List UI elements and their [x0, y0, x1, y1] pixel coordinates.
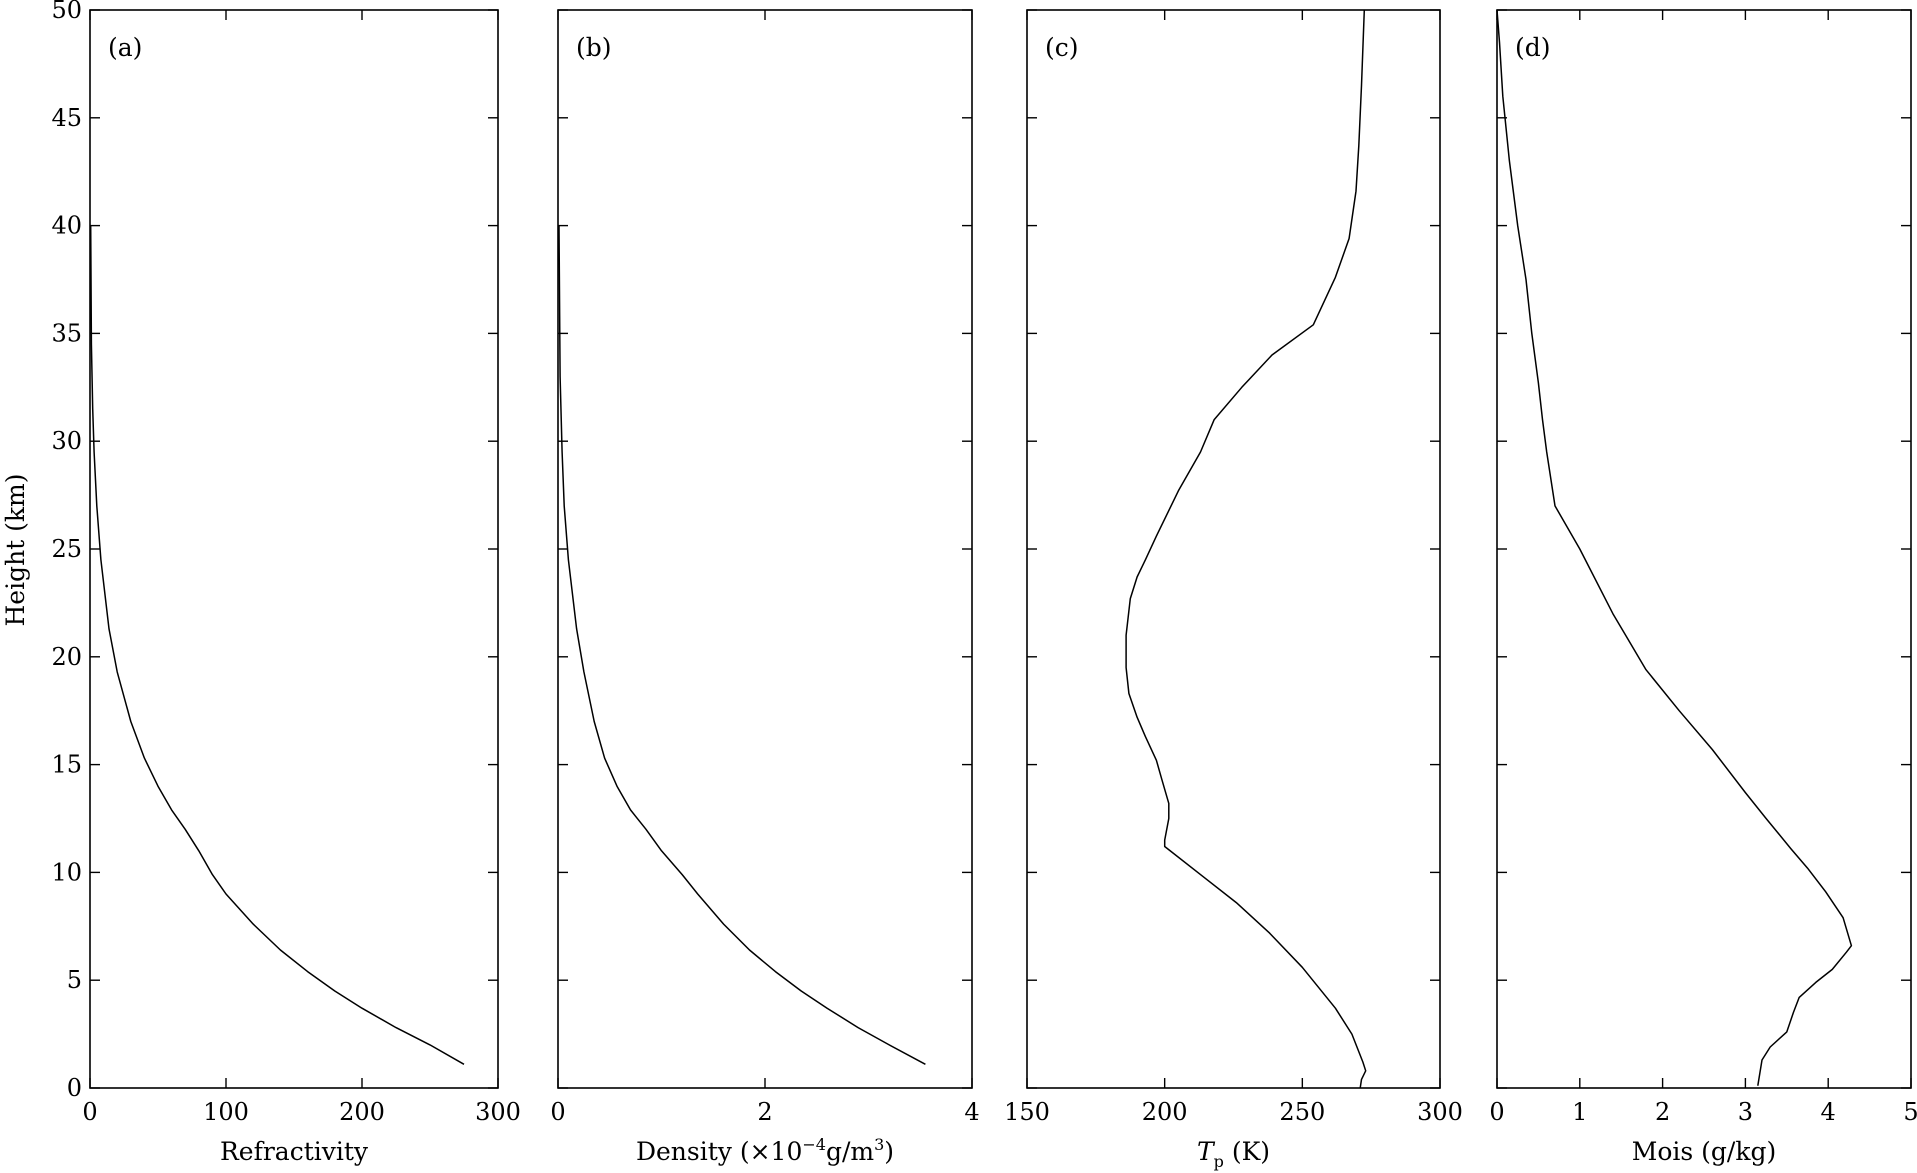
panel-d: 0 1 2 3 4 5 (d) Mois (g/kg)	[1489, 9, 1917, 1166]
panel-c: 150 200 250 300 (c) Tp (K)	[1004, 9, 1463, 1171]
x-tick-label-c: 300	[1417, 1098, 1463, 1126]
plot-frame-d	[1496, 9, 1912, 1089]
y-tick-label: 20	[51, 643, 82, 671]
x-tick-label-d: 5	[1903, 1098, 1917, 1126]
x-tick-label-d: 2	[1655, 1098, 1670, 1126]
y-tick-label: 10	[51, 858, 82, 886]
panel-label-d: (d)	[1515, 33, 1551, 62]
x-tick-label-c: 200	[1142, 1098, 1188, 1126]
x-tick-label-a: 300	[475, 1098, 521, 1126]
panel-label-b: (b)	[576, 33, 612, 62]
profile-line-c	[1125, 9, 1367, 1089]
x-tick-label-a: 200	[339, 1098, 385, 1126]
x-tick-label-b: 0	[550, 1098, 565, 1126]
x-tick-label-b: 4	[964, 1098, 979, 1126]
x-tick-label-d: 0	[1489, 1098, 1504, 1126]
plot-frame-a	[89, 9, 499, 1089]
y-tick-label: 0	[67, 1074, 82, 1102]
x-tick-label-a: 0	[82, 1098, 97, 1126]
x-tick-label-c: 150	[1004, 1098, 1050, 1126]
x-tick-label-d: 3	[1738, 1098, 1753, 1126]
plot-frame-c	[1026, 9, 1441, 1089]
x-axis-label-a: Refractivity	[220, 1137, 369, 1166]
x-tick-label-a: 100	[203, 1098, 249, 1126]
x-tick-label-d: 1	[1572, 1098, 1587, 1126]
plot-frame-b	[557, 9, 973, 1089]
x-axis-label-c: Tp (K)	[1197, 1137, 1270, 1171]
panel-label-a: (a)	[108, 33, 142, 62]
x-tick-label-d: 4	[1821, 1098, 1836, 1126]
profile-line-b	[558, 225, 926, 1065]
profile-line-d	[1496, 9, 1853, 1086]
y-tick-label: 25	[51, 535, 82, 563]
y-tick-label: 45	[51, 104, 82, 132]
y-tick-label: 5	[67, 966, 82, 994]
y-tick-label: 30	[51, 427, 82, 455]
x-tick-label-c: 250	[1279, 1098, 1325, 1126]
panel-a: 0 5 10 15 20 25 30 35 40 45 50 0 100 200 300 (a) Refract…	[51, 0, 520, 1166]
x-tick-label-b: 2	[757, 1098, 772, 1126]
profile-line-a	[89, 225, 465, 1065]
y-tick-label: 50	[51, 0, 82, 24]
y-axis-label: Height (km)	[1, 473, 30, 626]
x-axis-label-d: Mois (g/kg)	[1632, 1137, 1777, 1166]
panel-label-c: (c)	[1045, 33, 1079, 62]
y-tick-label: 35	[51, 319, 82, 347]
y-tick-label: 15	[51, 751, 82, 779]
y-tick-label: 40	[51, 212, 82, 240]
panel-b: 0 2 4 (b) Density (×10−4g/m3)	[550, 9, 980, 1166]
x-axis-label-b: Density (×10−4g/m3)	[636, 1135, 894, 1166]
